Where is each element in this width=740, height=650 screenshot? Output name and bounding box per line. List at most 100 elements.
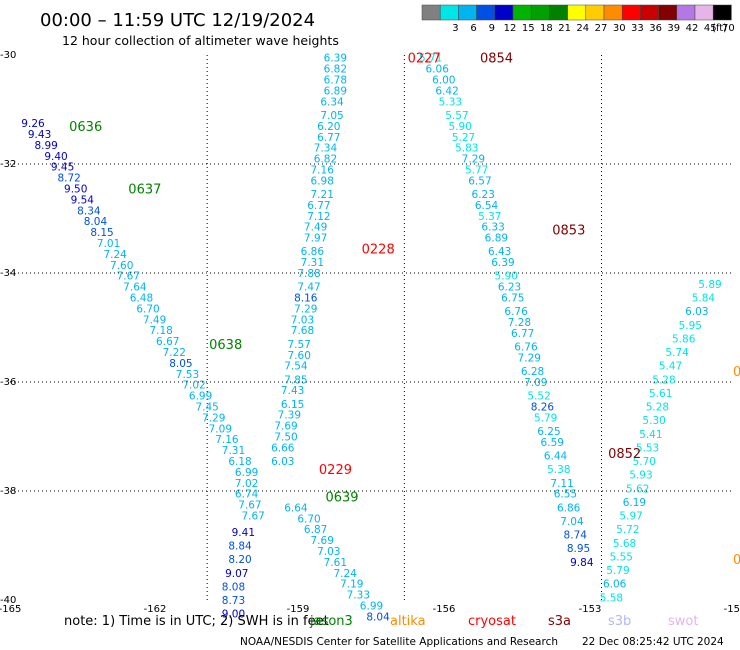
wave-height-s3a: 5.33 xyxy=(439,96,462,108)
satellite-label-s3b: s3b xyxy=(608,614,631,629)
legend-label: 45 xyxy=(704,23,717,34)
wave-height-jason3: 7.67 xyxy=(117,271,140,283)
wave-height-cryosat: 7.60 xyxy=(288,350,311,362)
legend-swatch xyxy=(585,4,605,21)
wave-height-s3a: 6.76 xyxy=(514,342,538,354)
wave-height-cryosat: 7.43 xyxy=(281,385,304,397)
wave-height-jason3: 9.43 xyxy=(28,129,51,141)
wave-height-jason3: 6.64 xyxy=(284,502,308,514)
legend-swatch xyxy=(694,4,714,21)
wave-height-jason3: 8.05 xyxy=(169,358,192,370)
wave-height-jason3: 7.09 xyxy=(209,423,232,435)
wave-height-altika: 5.41 xyxy=(639,429,662,441)
wave-height-jason3: 8.15 xyxy=(90,227,113,239)
wave-height-cryosat: 7.85 xyxy=(284,374,307,386)
wave-height-jason3: 7.22 xyxy=(163,347,186,359)
wave-height-s3a: 8.95 xyxy=(567,543,590,555)
wave-height-s3a: 5.71 xyxy=(419,53,442,65)
wave-height-jason3: 9.54 xyxy=(71,194,95,206)
satellite-label-s3a: s3a xyxy=(548,614,571,629)
legend-label: 9 xyxy=(489,23,495,34)
legend-swatch xyxy=(603,4,623,21)
wave-height-jason3: 6.70 xyxy=(136,303,159,315)
wave-height-s3a: 6.28 xyxy=(521,366,544,378)
wave-height-altika: 5.58 xyxy=(600,592,623,604)
wave-height-jason3: 9.50 xyxy=(64,184,87,196)
wave-height-cryosat: 7.34 xyxy=(314,143,338,155)
pass-label-jason3: 0636 xyxy=(69,120,102,135)
wave-height-jason3: 9.07 xyxy=(225,568,248,580)
wave-height-s3a: 5.77 xyxy=(465,164,488,176)
wave-height-cryosat: 6.20 xyxy=(317,121,340,133)
wave-height-jason3: 7.24 xyxy=(334,568,358,580)
satellite-label-swot: swot xyxy=(668,614,698,629)
wave-height-cryosat: 7.29 xyxy=(294,303,317,315)
wave-height-cryosat: 6.89 xyxy=(324,85,347,97)
wave-height-jason3: 6.74 xyxy=(235,489,259,501)
legend-swatch xyxy=(458,4,477,21)
wave-height-cryosat: 7.47 xyxy=(297,282,320,294)
pass-label-cryosat: 0228 xyxy=(362,242,395,257)
wave-height-cryosat: 7.54 xyxy=(284,361,308,373)
chart-title: 00:00 – 11:59 UTC 12/19/2024 xyxy=(40,10,315,31)
wave-height-jason3: 6.70 xyxy=(297,513,320,525)
wave-height-jason3: 7.16 xyxy=(215,434,239,446)
wave-height-jason3: 7.24 xyxy=(103,249,127,261)
legend-swatch xyxy=(658,4,678,21)
pass-time-labels: 0227 0228 0229 0636 0637 0638 0639 0852 0853 0854… xyxy=(69,52,740,568)
pass-label-jason3: 0638 xyxy=(209,338,242,353)
wave-height-s3a: 7.09 xyxy=(524,377,547,389)
legend-swatch xyxy=(439,4,459,21)
wave-height-jason3: 7.02 xyxy=(182,380,205,392)
wave-height-jason3: 6.87 xyxy=(304,524,327,536)
wave-height-s3a: 6.33 xyxy=(481,222,504,234)
legend-label: 27 xyxy=(595,23,608,34)
color-legend: 3 6 9 12 15 18 21 24 27 30 33 36 39 42 45 70 xyxy=(421,4,735,34)
wave-height-s3a: 5.37 xyxy=(478,211,501,223)
wave-height-s3a: 8.26 xyxy=(531,402,555,414)
wave-height-cryosat: 7.49 xyxy=(304,222,327,234)
wave-height-s3a: 6.43 xyxy=(488,246,511,258)
wave-height-cryosat: 8.16 xyxy=(294,293,318,305)
legend-label: 18 xyxy=(540,23,553,34)
legend-swatch xyxy=(494,4,514,21)
lat-lon-grid xyxy=(10,55,733,600)
y-tick-label: -30 xyxy=(0,50,16,61)
wave-height-s3a: 6.59 xyxy=(541,437,564,449)
wave-height-jason3: 8.20 xyxy=(228,554,251,566)
wave-height-s3a: 8.74 xyxy=(564,530,588,542)
legend-swatch xyxy=(421,4,441,21)
wave-height-s3a: 6.86 xyxy=(557,502,581,514)
wave-height-cryosat: 6.78 xyxy=(324,75,347,87)
wave-height-altika: 5.47 xyxy=(659,361,682,373)
wave-height-s3a: 6.55 xyxy=(554,489,577,501)
wave-height-jason3: 7.67 xyxy=(241,511,264,523)
wave-height-jason3: 7.03 xyxy=(317,546,340,558)
wave-height-altika: 5.62 xyxy=(626,483,649,495)
legend-label: 30 xyxy=(613,23,626,34)
wave-height-jason3: 8.04 xyxy=(366,611,390,623)
pass-label-jason3: 0639 xyxy=(325,490,358,505)
wave-height-cryosat: 6.86 xyxy=(301,246,325,258)
x-tick-label: -153 xyxy=(579,604,602,615)
wave-height-altika: 5.68 xyxy=(613,538,636,550)
wave-height-cryosat: 7.05 xyxy=(320,110,343,122)
wave-height-jason3: 8.08 xyxy=(222,581,245,593)
wave-height-jason3: 7.53 xyxy=(176,369,199,381)
wave-height-altika: 5.84 xyxy=(692,293,716,305)
wave-height-altika: 5.30 xyxy=(642,415,665,427)
wave-height-s3a: 5.90 xyxy=(495,271,518,283)
wave-height-altika: 6.03 xyxy=(685,306,708,318)
wave-height-jason3: 7.01 xyxy=(97,238,120,250)
pass-label-cryosat: 0229 xyxy=(319,463,352,478)
wave-height-s3a: 6.54 xyxy=(475,200,499,212)
wave-height-s3a: 6.89 xyxy=(485,233,508,245)
legend-label: 24 xyxy=(576,23,589,34)
legend-label: 36 xyxy=(649,23,662,34)
wave-height-jason3: 7.18 xyxy=(149,325,172,337)
wave-height-altika: 6.19 xyxy=(623,497,646,509)
legend-swatch xyxy=(567,4,587,21)
footer-timestamp: 22 Dec 08:25:42 UTC 2024 xyxy=(582,636,724,648)
